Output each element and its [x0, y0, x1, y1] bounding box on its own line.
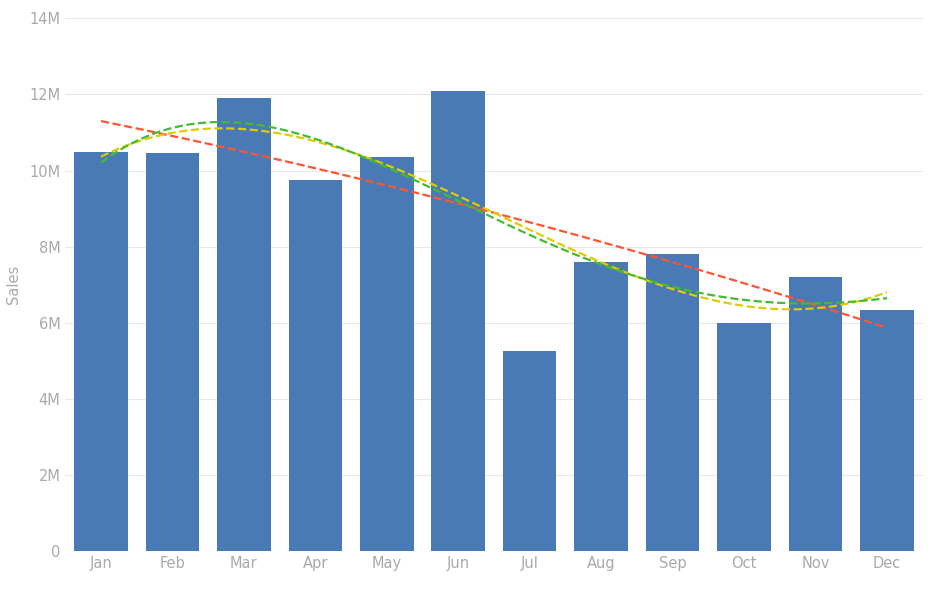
Bar [860, 310, 913, 551]
Bar [432, 90, 485, 551]
Bar [503, 351, 556, 551]
Bar [360, 157, 414, 551]
Bar [788, 277, 843, 551]
Bar [75, 152, 128, 551]
Bar [718, 323, 771, 551]
Bar [574, 262, 628, 551]
Bar [646, 255, 699, 551]
Bar [145, 153, 199, 551]
Y-axis label: Sales: Sales [6, 265, 21, 304]
Bar [217, 98, 270, 551]
Bar [289, 180, 342, 551]
